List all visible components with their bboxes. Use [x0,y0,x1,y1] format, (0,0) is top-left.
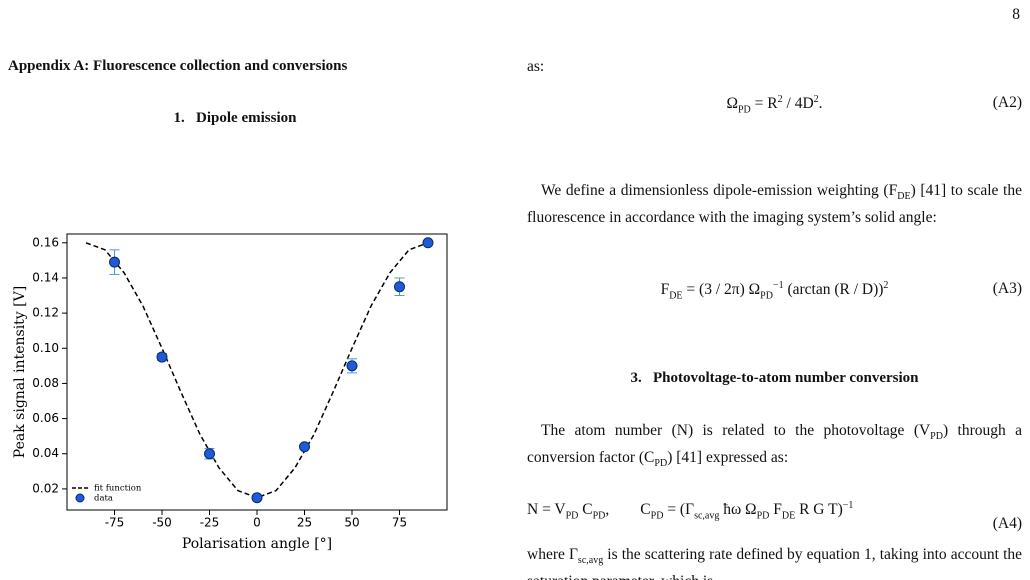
y-tick-label: 0.02 [32,481,59,495]
text-run: sc,avg [694,510,720,522]
x-tick-label: 0 [253,516,261,530]
text-run: = [682,281,700,299]
text-run: 2 [813,94,819,105]
x-tick-label: 25 [297,516,312,530]
x-tick-label: 75 [392,516,407,530]
text-run: . [818,95,823,113]
data-point [346,360,358,372]
equation: N = VPD CPD, CPD = (Γsc,avg ħω ΩPD FDE R… [527,500,853,521]
paragraph: We define a dimensionless dipole-emissio… [527,180,1022,228]
data-point [156,351,168,363]
section-heading: 1. Dipole emission [173,110,297,126]
data-point [299,441,310,453]
text-run: where Γ [527,546,578,563]
text-run: C [578,501,593,519]
paragraph: The atom number (N) is related to the ph… [527,420,1022,474]
chart: 0.02 0.04 0.06 0.08 0.10 0.12 0.14 0.16 -75 -50 -2… [12,233,448,552]
text-run: DE [897,191,911,203]
y-tick-label: 0.08 [32,376,59,390]
text-run: F [660,281,670,299]
data-point [251,492,263,504]
y-tick-label: 0.06 [32,411,59,425]
text-run: ħω Ω [719,501,757,519]
text-run: −1 [772,280,784,291]
text-run: F [769,501,782,519]
text-run: Ω [726,95,738,113]
text-run: (3 / 2π) Ω [699,281,761,299]
x-axis-label: Polarisation angle [°] [182,536,332,552]
data-point [204,448,215,460]
text-run: ) [41] expressed as: [667,449,789,467]
fit-line [85,242,429,499]
x-tick-label: 50 [344,516,359,530]
appendix-heading: Appendix A: Fluorescence collection and … [8,58,348,74]
y-tick-label: 0.12 [32,306,59,320]
text-run: 2 [883,280,889,291]
text-run: PD [738,104,751,116]
text-run: ) through a conversion factor (C [527,422,1026,467]
text-run: 2 [777,94,783,105]
text-run: is the scattering rate defined by equati… [527,546,1022,580]
text-run: PD [650,510,664,522]
data-point [422,237,434,249]
text-run: PD [756,510,770,522]
text-run: = R [750,95,778,113]
equation-label: (A4) [992,515,1022,532]
text-run: PD [760,290,773,302]
y-tick-label: 0.14 [32,270,59,284]
text: as: [527,58,545,75]
text-run: N = V [527,501,566,519]
data-point [109,256,120,268]
text-run: (arctan (R / D)) [783,281,884,299]
text-run: We define a dimensionless dipole-emissio… [541,182,898,199]
text-run: DE [669,290,683,302]
legend-label: data [94,494,113,504]
text-run: PD [654,458,668,470]
paragraph: where Γsc,avg is the scattering rate def… [527,544,1022,580]
text-run: , C [605,501,651,519]
text-run: = (Γ [663,501,695,519]
text-run: −1 [842,500,854,511]
text-run: sc,avg [577,555,604,567]
x-tick-label: -75 [105,516,125,530]
text-run: PD [592,510,606,522]
equation-label: (A2) [992,94,1022,111]
y-tick-label: 0.10 [32,341,59,355]
text-run: The atom number (N) is related to the ph… [541,422,931,439]
equation-label: (A3) [992,280,1022,297]
x-tick-label: -25 [200,516,220,530]
y-axis-label: Peak signal intensity [V] [12,286,28,458]
text-run: PD [565,510,579,522]
text-run: DE [781,510,796,522]
plot-frame [66,233,448,511]
equation: FDE = (3 / 2π) ΩPD−1 (arctan (R / D))2 [527,280,1022,301]
y-tick-label: 0.16 [32,235,59,249]
text-run: / 4D [782,95,814,113]
data-point [394,281,405,293]
text-run: ) [41] to scale the fluorescence in acco… [527,182,1026,227]
legend-swatch [75,493,85,503]
page-number: 8 [1012,6,1020,23]
x-tick-label: -50 [152,516,172,530]
legend-label: fit function [94,484,142,494]
equation: ΩPD = R2 / 4D2. [527,94,1022,115]
y-tick-label: 0.04 [32,446,59,460]
section-heading: 3. Photovoltage-to-atom number conversio… [630,370,919,386]
text-run: R G T) [795,501,843,519]
text-run: PD [930,431,943,443]
